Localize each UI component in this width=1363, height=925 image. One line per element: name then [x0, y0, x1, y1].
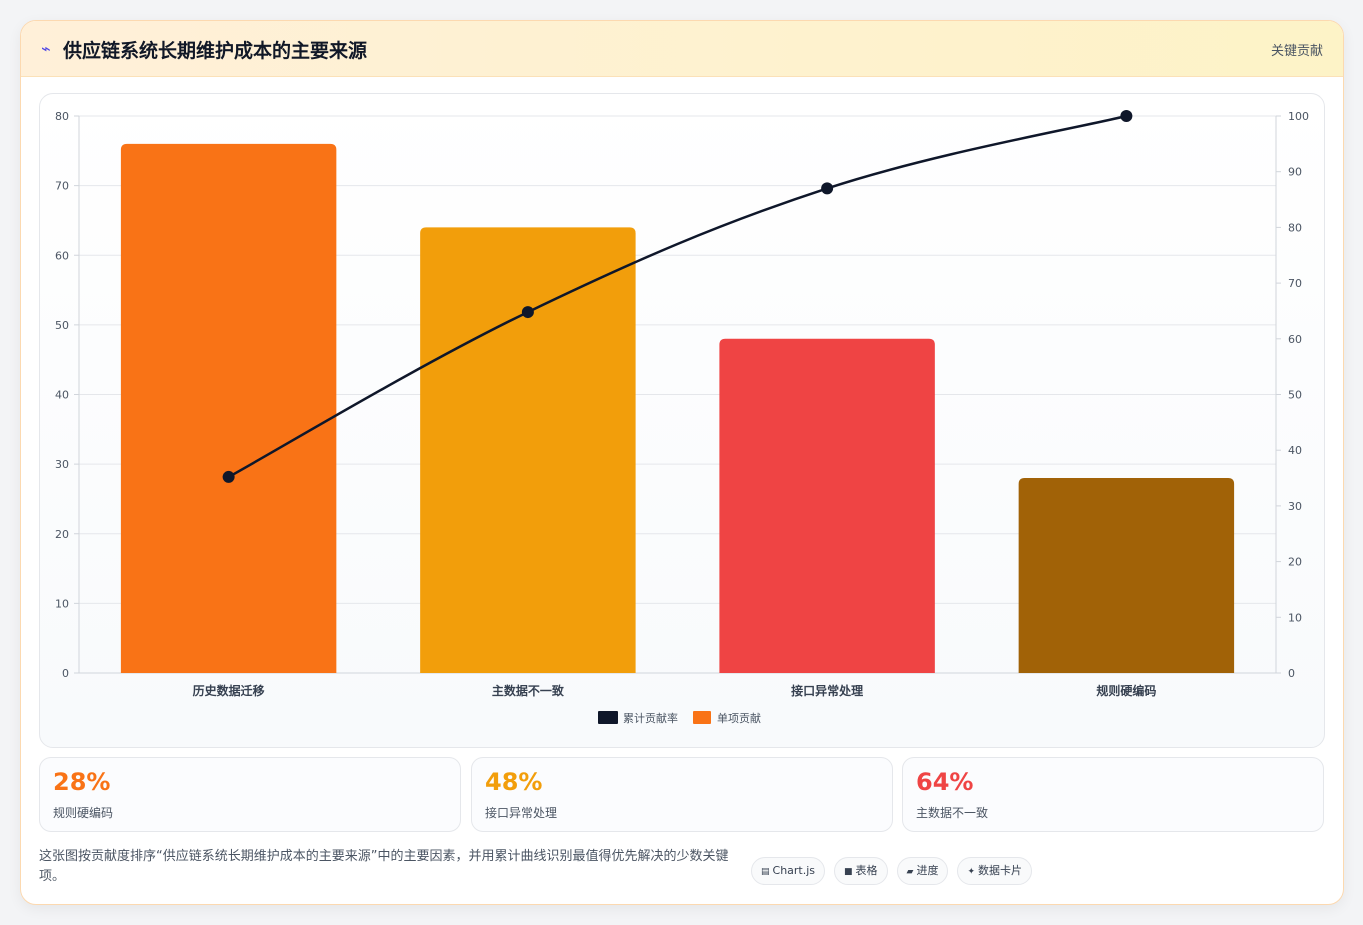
tag-chartjs[interactable]: ▤ Chart.js	[751, 857, 826, 885]
cumulative-point-1	[521, 306, 534, 319]
kpi-card-1: 48% 接口异常处理	[471, 757, 893, 832]
y-left-tick-label: 20	[55, 528, 69, 541]
y-right-tick-label: 10	[1288, 611, 1302, 624]
y-right-tick-label: 70	[1288, 277, 1302, 290]
tag-label: 表格	[855, 864, 878, 877]
sparkle-icon: ✦	[967, 867, 976, 877]
y-right-tick-label: 50	[1288, 389, 1302, 402]
tag-progress[interactable]: ▰ 进度	[896, 857, 949, 885]
y-right-tick-label: 20	[1288, 556, 1302, 569]
bar-1	[420, 227, 636, 673]
y-left-tick-label: 30	[55, 458, 69, 471]
x-tick-label: 接口异常处理	[791, 683, 863, 698]
cumulative-point-2	[821, 182, 834, 195]
y-left-tick-label: 60	[55, 249, 69, 262]
kpi-value: 64%	[916, 768, 974, 796]
cumulative-point-0	[222, 470, 235, 483]
y-left-tick-label: 50	[55, 319, 69, 332]
y-right-tick-label: 30	[1288, 500, 1302, 513]
bar-2	[719, 338, 935, 673]
x-tick-label: 主数据不一致	[492, 683, 565, 698]
kpi-card-0: 28% 规则硬编码	[39, 757, 461, 832]
y-left-tick-label: 10	[55, 597, 69, 610]
legend-swatch-single	[693, 711, 711, 724]
chart-container: 0 10 20 30 40 50 60 70 80 0 10 20 30 40 50 60 70 80 90 100 历…	[39, 93, 1325, 748]
y-left-tick-label: 70	[55, 180, 69, 193]
tag-list: ▤ Chart.js ■ 表格 ▰ 进度 ✦ 数据卡片	[751, 857, 1033, 885]
header-badge: 关键贡献	[1270, 44, 1323, 59]
bar-0	[120, 143, 337, 674]
legend-swatch-cumulative	[598, 711, 618, 724]
y-right-tick-label: 40	[1288, 444, 1302, 457]
table-icon: ■	[844, 867, 853, 877]
kpi-card-2: 64% 主数据不一致	[902, 757, 1324, 832]
x-tick-label: 历史数据迁移	[193, 683, 265, 698]
y-right-tick-label: 80	[1288, 221, 1302, 234]
tag-data-card[interactable]: ✦ 数据卡片	[957, 857, 1033, 885]
chart-card: ⌁ 供应链系统长期维护成本的主要来源 关键贡献 0 10 20 30 40 50 60 70 8…	[20, 20, 1344, 905]
tag-label: Chart.js	[772, 864, 816, 877]
tag-table[interactable]: ■ 表格	[834, 857, 888, 885]
bar-3	[1018, 478, 1235, 673]
card-header: ⌁ 供应链系统长期维护成本的主要来源 关键贡献	[21, 21, 1343, 77]
kpi-value: 28%	[53, 768, 111, 796]
legend-label-cumulative: 累计贡献率	[623, 711, 678, 725]
chart-description: 这张图按贡献度排序“供应链系统长期维护成本的主要来源”中的主要因素，并用累计曲线…	[39, 849, 729, 884]
legend-label-single: 单项贡献	[717, 711, 761, 725]
y-left-tick-label: 0	[62, 667, 69, 680]
lightning-icon: ⌁	[41, 39, 51, 58]
kpi-label: 主数据不一致	[916, 806, 989, 820]
tag-label: 进度	[916, 864, 939, 877]
y-right-tick-label: 90	[1288, 166, 1302, 179]
kpi-label: 规则硬编码	[53, 806, 114, 820]
y-right-tick-label: 100	[1288, 110, 1309, 123]
x-tick-label: 规则硬编码	[1096, 683, 1156, 698]
y-right-tick-label: 60	[1288, 333, 1302, 346]
kpi-value: 48%	[485, 768, 543, 796]
kpi-label: 接口异常处理	[485, 806, 558, 820]
cumulative-point-3	[1120, 110, 1133, 122]
chart-icon: ▤	[761, 867, 770, 877]
y-left-tick-label: 80	[55, 110, 69, 123]
pareto-chart: 0 10 20 30 40 50 60 70 80 0 10 20 30 40 50 60 70 80 90 100 历…	[55, 110, 1309, 725]
cumulative-line	[228, 114, 1127, 479]
tag-label: 数据卡片	[978, 864, 1023, 877]
y-right-tick-label: 0	[1288, 667, 1295, 680]
progress-icon: ▰	[906, 867, 914, 877]
y-left-tick-label: 40	[55, 389, 69, 402]
page-title: 供应链系统长期维护成本的主要来源	[63, 40, 368, 62]
